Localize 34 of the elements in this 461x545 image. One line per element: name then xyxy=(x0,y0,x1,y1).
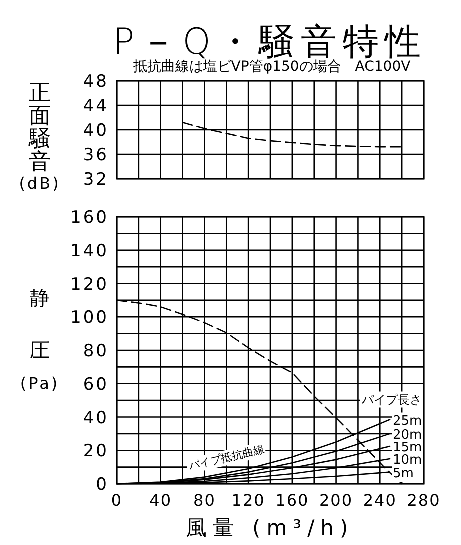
text: (dB) xyxy=(19,174,61,193)
y-tick-label: 160 xyxy=(70,208,109,228)
y-tick-label: 80 xyxy=(83,342,109,362)
x-axis-title: 風量 (m³/h) xyxy=(186,516,354,540)
x-tick-label: 280 xyxy=(407,491,441,510)
y-tick-label: 40 xyxy=(83,121,109,141)
y-tick-label: 48 xyxy=(83,72,109,92)
x-tick-label: 80 xyxy=(194,491,216,510)
series-label: 20m xyxy=(393,428,422,443)
y-tick-label: 36 xyxy=(83,146,109,166)
y-tick-label: 0 xyxy=(96,475,109,495)
y-tick-label: 44 xyxy=(83,96,109,116)
series-label: 10m xyxy=(393,452,422,468)
y-tick-label: 140 xyxy=(70,241,109,262)
x-tick-label: 120 xyxy=(232,491,266,510)
x-tick-label: 240 xyxy=(363,491,397,510)
text: (Pa) xyxy=(20,374,60,393)
series-label: 5m xyxy=(393,466,414,482)
y-tick-label: 100 xyxy=(70,308,109,328)
y-tick-label: 20 xyxy=(83,442,109,462)
x-tick-label: 160 xyxy=(276,491,310,510)
text: 静圧 xyxy=(30,286,50,362)
legend-title: パイプ長さ xyxy=(361,392,422,407)
x-tick-label: 40 xyxy=(150,491,172,510)
y-axis-title: 正面騒音 xyxy=(28,81,51,175)
x-tick-label: 200 xyxy=(320,491,354,510)
y-tick-label: 40 xyxy=(83,408,109,428)
series-label: 15m xyxy=(393,440,422,456)
series-label: 25m xyxy=(393,414,422,429)
annotation: パイプ抵抗曲線 xyxy=(186,442,266,474)
x-tick-label: 0 xyxy=(111,491,123,510)
y-tick-label: 32 xyxy=(83,170,109,190)
y-tick-label: 120 xyxy=(70,274,109,295)
y-tick-label: 60 xyxy=(83,374,109,395)
